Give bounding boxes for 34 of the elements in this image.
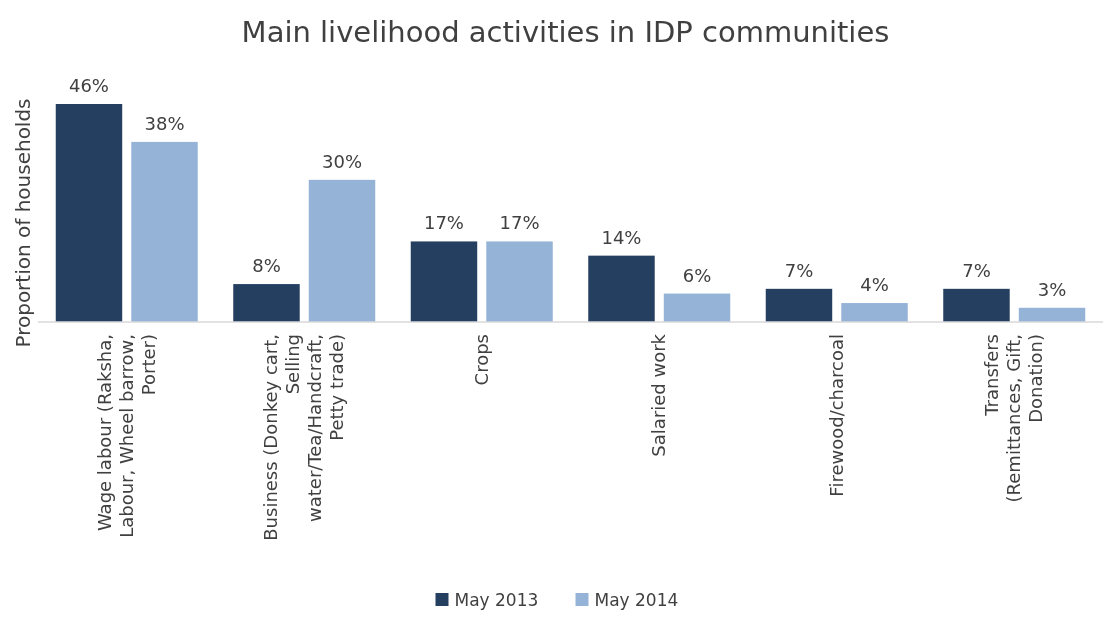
data-label: 38%	[144, 112, 185, 134]
x-tick-label: Crops	[470, 334, 492, 386]
data-label: 7%	[962, 259, 991, 281]
bar	[131, 141, 198, 322]
x-tick-label: Transfers (Remittances, Gift, Donation)	[981, 334, 1047, 503]
data-label: 14%	[601, 226, 642, 248]
y-axis-title: Proportion of households	[11, 98, 35, 348]
x-tick-label: Wage labour (Raksha, Labour, Wheel barrow, Porter)	[93, 334, 159, 538]
bar	[943, 288, 1010, 322]
x-tick-label: Firewood/charcoal	[825, 334, 847, 497]
data-label: 7%	[784, 259, 814, 281]
bar	[233, 284, 300, 322]
data-label: 17%	[423, 212, 464, 234]
legend-label: May 2013	[454, 590, 539, 610]
bar	[765, 288, 833, 322]
data-label: 30%	[322, 150, 363, 172]
bar	[55, 104, 123, 322]
bar	[588, 255, 655, 322]
data-label: 3%	[1037, 278, 1067, 300]
data-label: 8%	[252, 255, 281, 277]
bar	[486, 241, 553, 322]
bar	[663, 293, 731, 322]
bar	[410, 241, 478, 322]
bar	[841, 303, 908, 322]
data-label: 17%	[499, 212, 540, 234]
chart-title: Main livelihood activities in IDP communities	[241, 15, 890, 49]
bar	[308, 179, 376, 322]
legend-label: May 2014	[594, 590, 679, 610]
data-label: 46%	[68, 75, 109, 96]
data-label: 4%	[860, 274, 889, 296]
bar	[1018, 307, 1086, 322]
data-label: 6%	[682, 264, 712, 286]
x-tick-label: Business (Donkey cart, Selling water/Tea/Handcraft, Petty trade)	[260, 334, 348, 541]
x-tick-label: Salaried work	[648, 333, 670, 457]
